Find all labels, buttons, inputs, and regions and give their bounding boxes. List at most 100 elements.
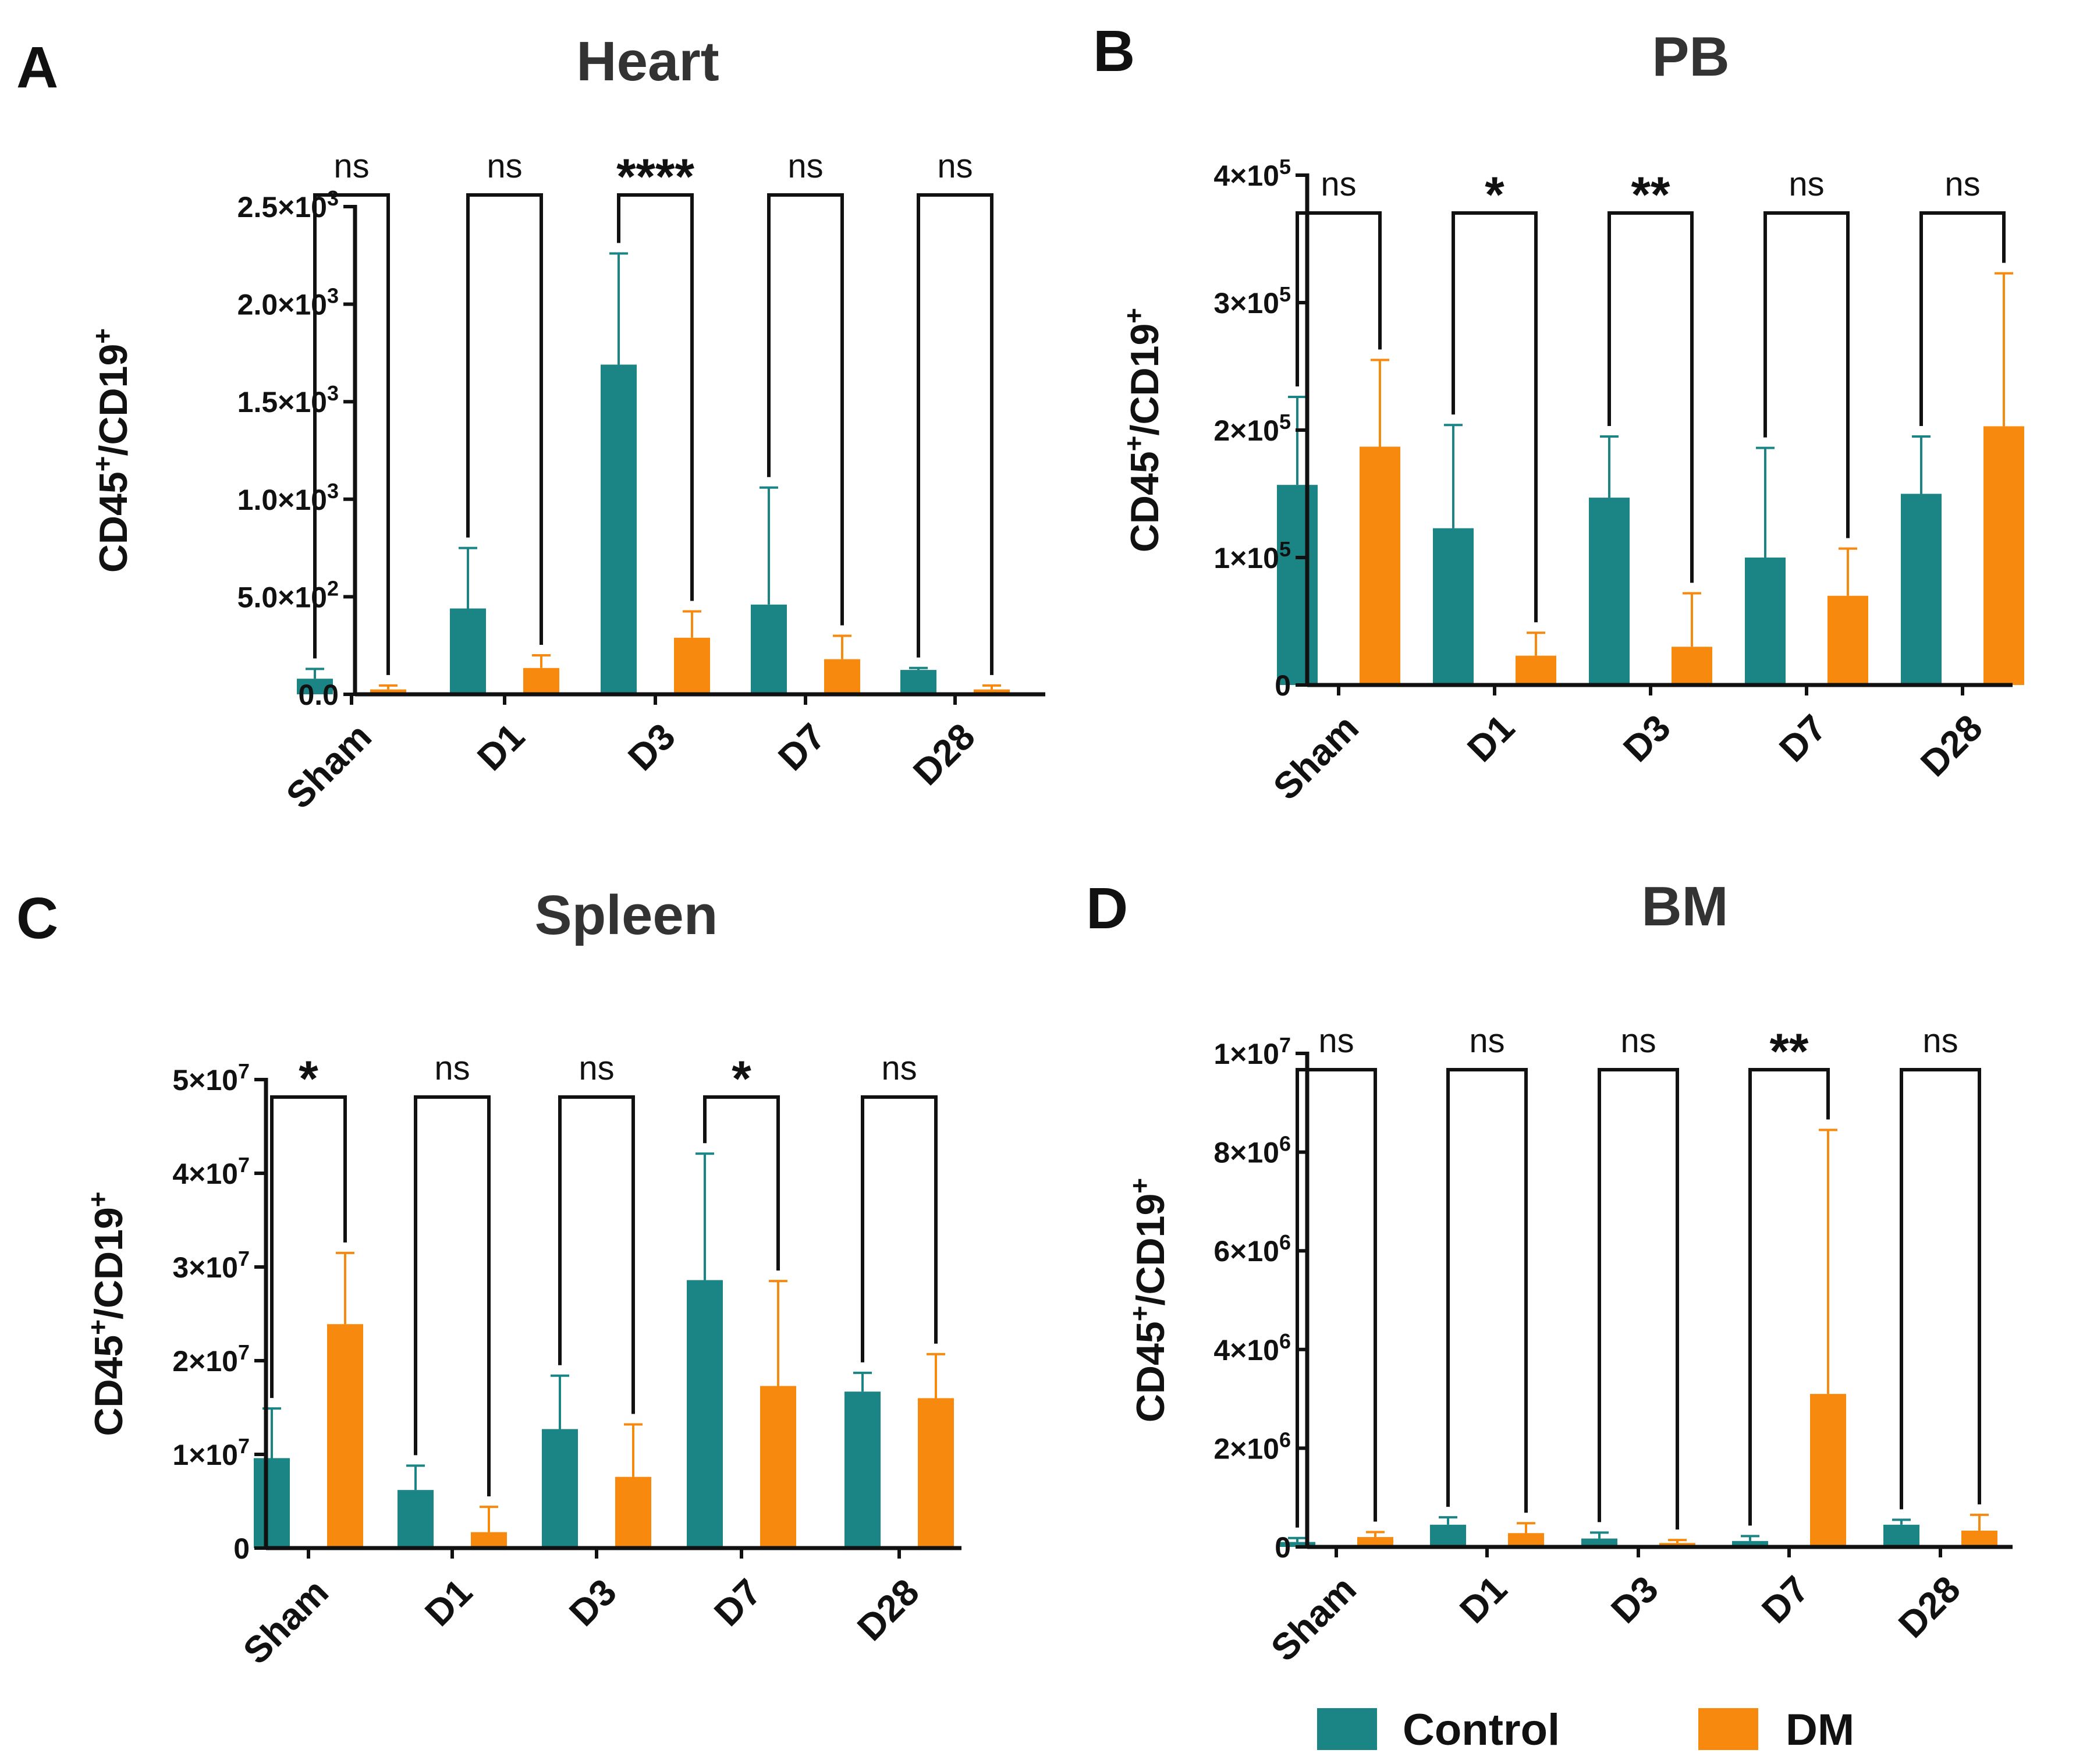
significance-bracket xyxy=(1598,1068,1679,1530)
panel-bm: D BM CD45+/CD19+ ns Sham ns D1 ns D3 ** D7 ns D28 0 2×… xyxy=(1086,875,2013,1669)
x-tick-label: D7 xyxy=(706,1571,769,1634)
x-tick-label: D28 xyxy=(849,1571,927,1649)
x-tick-label: D3 xyxy=(1603,1568,1666,1631)
bar-dm-d1 xyxy=(471,1532,507,1548)
significance-label: **** xyxy=(616,149,694,205)
bar-dm-d3 xyxy=(674,637,710,694)
bar-control-sham xyxy=(1279,1542,1315,1547)
y-tick-label: 2×105 xyxy=(1213,410,1291,448)
x-tick-label: D7 xyxy=(1754,1568,1817,1631)
y-tick-label: 1.5×103 xyxy=(237,381,339,419)
significance-label: ns xyxy=(333,147,369,185)
significance-bracket xyxy=(1919,211,2006,426)
bar-dm-sham xyxy=(327,1324,363,1548)
legend-label-control: Control xyxy=(1403,1705,1560,1755)
bar-dm-d28 xyxy=(1983,426,2024,685)
panel-title: PB xyxy=(1652,26,1729,88)
significance-bracket xyxy=(917,193,993,675)
significance-label: ns xyxy=(787,147,823,185)
x-tick-label: D3 xyxy=(561,1571,624,1634)
bar-control-d28 xyxy=(900,670,936,694)
y-axis-label: CD45+/CD19+ xyxy=(1124,1178,1173,1422)
y-tick-label: 3×105 xyxy=(1213,282,1291,320)
significance-bracket xyxy=(313,193,390,675)
bar-dm-d28 xyxy=(1961,1531,1997,1547)
bar-control-d3 xyxy=(601,364,637,694)
panel-letter: B xyxy=(1093,19,1135,84)
bar-control-d28 xyxy=(844,1392,881,1548)
bar-control-d1 xyxy=(1433,528,1474,685)
significance-label: * xyxy=(1485,167,1504,223)
significance-label: ns xyxy=(881,1049,917,1087)
bar-dm-d7 xyxy=(760,1386,796,1548)
significance-bracket xyxy=(767,193,844,626)
y-tick-label: 2.0×103 xyxy=(237,283,339,321)
y-axis-label: CD45+/CD19+ xyxy=(87,328,136,573)
bar-dm-d7 xyxy=(824,659,860,694)
y-tick-label: 1×105 xyxy=(1213,537,1291,575)
x-tick-label: D28 xyxy=(1890,1568,1968,1646)
y-axis-label: CD45+/CD19+ xyxy=(83,1191,131,1436)
significance-label: ns xyxy=(434,1049,470,1087)
bar-control-d7 xyxy=(1732,1541,1768,1547)
y-tick-label: 0 xyxy=(233,1532,250,1565)
x-tick-label: D28 xyxy=(905,715,983,793)
bar-control-d28 xyxy=(1901,494,1942,685)
bar-control-sham xyxy=(1277,485,1318,685)
bar-dm-sham xyxy=(1360,446,1400,685)
bar-control-d7 xyxy=(751,604,787,694)
y-tick-label: 2.5×103 xyxy=(237,186,339,224)
significance-label: * xyxy=(299,1051,318,1107)
x-tick-label: D3 xyxy=(620,715,683,779)
significance-label: * xyxy=(732,1051,751,1107)
x-tick-label: D3 xyxy=(1615,707,1679,770)
x-tick-label: D1 xyxy=(417,1571,480,1634)
significance-label: ns xyxy=(1321,165,1356,203)
significance-bracket xyxy=(1452,211,1538,623)
significance-label: ** xyxy=(1631,167,1670,223)
bar-control-sham xyxy=(297,679,333,694)
x-tick-label: Sham xyxy=(1263,1568,1364,1669)
panel-title: Spleen xyxy=(535,884,718,946)
significance-label: ns xyxy=(579,1049,614,1087)
y-axis-label: CD45+/CD19+ xyxy=(1119,308,1167,552)
y-tick-label: 1×107 xyxy=(1213,1033,1291,1071)
y-tick-label: 0 xyxy=(1275,669,1291,702)
significance-bracket xyxy=(558,1095,635,1414)
y-tick-label: 4×105 xyxy=(1213,155,1291,193)
legend-swatch-dm xyxy=(1698,1708,1758,1750)
panel-heart: A Heart CD45+/CD19+ ns Sham ns D1 **** D3 ns D7 ns D… xyxy=(16,30,1045,817)
bar-dm-d1 xyxy=(1508,1533,1544,1547)
bar-control-d3 xyxy=(542,1429,578,1548)
significance-bracket xyxy=(270,1095,347,1399)
y-tick-label: 4×107 xyxy=(172,1153,250,1191)
significance-label: ns xyxy=(1318,1022,1354,1060)
significance-label: ns xyxy=(1922,1022,1958,1060)
significance-label: ns xyxy=(1789,165,1824,203)
bar-control-d1 xyxy=(398,1490,434,1548)
x-tick-label: Sham xyxy=(278,715,379,817)
y-tick-label: 5.0×102 xyxy=(237,576,339,614)
bar-dm-sham xyxy=(1357,1537,1393,1547)
legend-swatch-control xyxy=(1317,1708,1377,1750)
bar-control-d7 xyxy=(687,1280,723,1548)
significance-label: ns xyxy=(1469,1022,1504,1060)
panel-letter: D xyxy=(1086,876,1128,941)
x-tick-label: Sham xyxy=(235,1571,336,1672)
bar-control-d3 xyxy=(1589,498,1630,685)
x-tick-label: D28 xyxy=(1912,707,1990,785)
bar-control-d28 xyxy=(1883,1524,1919,1547)
x-tick-label: D1 xyxy=(469,715,533,779)
y-tick-label: 2×107 xyxy=(172,1340,250,1378)
significance-label: ns xyxy=(937,147,973,185)
significance-bracket xyxy=(861,1095,938,1362)
y-tick-label: 4×106 xyxy=(1213,1329,1291,1367)
bar-dm-d3 xyxy=(1672,647,1712,685)
legend: Control DM xyxy=(1317,1705,1854,1755)
y-tick-label: 2×106 xyxy=(1213,1428,1291,1465)
bar-control-d3 xyxy=(1581,1538,1617,1547)
significance-bracket xyxy=(703,1095,780,1271)
y-tick-label: 0 xyxy=(1275,1531,1291,1564)
significance-label: ns xyxy=(1620,1022,1656,1060)
